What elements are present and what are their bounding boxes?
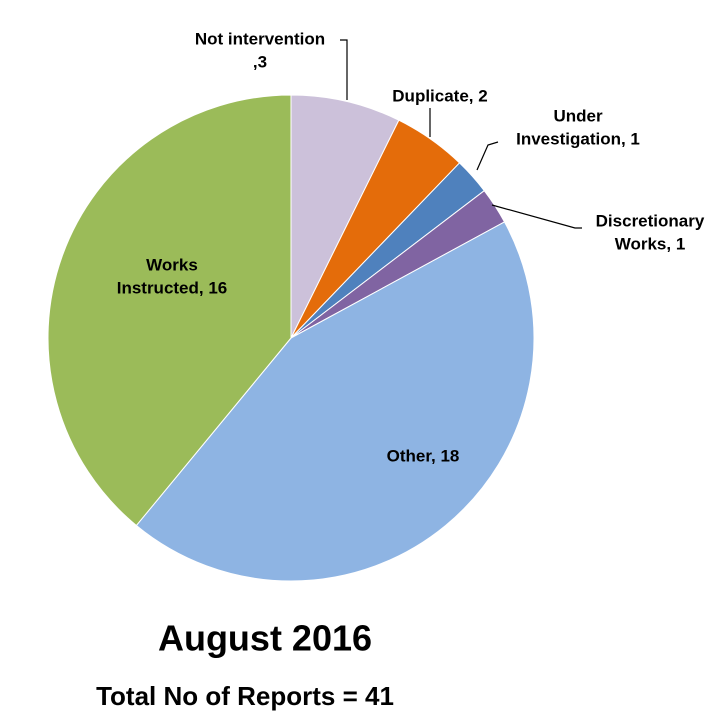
- data-label: Works, 1: [615, 234, 686, 253]
- data-label: Duplicate, 2: [392, 86, 487, 105]
- data-label: Discretionary: [596, 211, 705, 230]
- pie-slice: [135, 221, 535, 582]
- data-label: Under: [553, 106, 603, 125]
- pie-slice: [290, 94, 400, 339]
- data-label: Works: [146, 255, 198, 274]
- data-label: ,3: [253, 52, 267, 71]
- leader-line: [476, 141, 499, 171]
- chart-subtitle: Total No of Reports = 41: [96, 681, 394, 711]
- data-label: Instructed, 16: [117, 278, 228, 297]
- leader-line: [340, 39, 348, 100]
- leader-line: [491, 204, 582, 229]
- pie: [47, 94, 535, 582]
- data-label: Not intervention: [195, 29, 325, 48]
- chart-title: August 2016: [158, 618, 372, 659]
- leader-lines: [340, 39, 582, 229]
- pie-slice: [47, 94, 292, 527]
- data-label: Other, 18: [387, 446, 460, 465]
- data-label: Investigation, 1: [516, 129, 640, 148]
